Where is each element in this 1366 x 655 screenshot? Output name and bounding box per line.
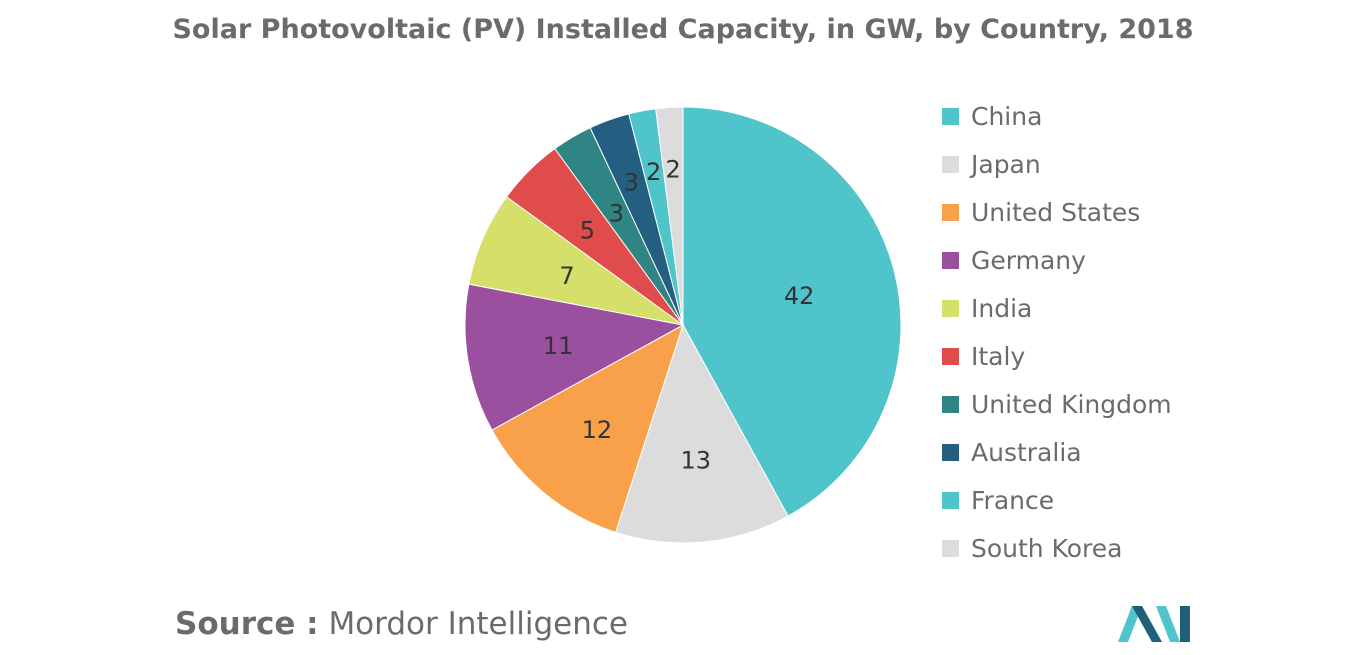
- data-label-italy: 5: [580, 216, 595, 244]
- legend-item-australia: Australia: [942, 428, 1172, 476]
- legend-item-france: France: [942, 476, 1172, 524]
- legend-swatch: [942, 539, 959, 557]
- logo-far-right-shape: [1180, 606, 1190, 642]
- legend-swatch: [942, 107, 959, 125]
- pie-slice-japan: [615, 323, 789, 544]
- legend-swatch: [942, 491, 959, 509]
- logo-left-shape: [1118, 606, 1142, 642]
- source-label: Source :: [175, 606, 319, 642]
- legend-swatch: [942, 155, 959, 173]
- logo-right-shape: [1156, 606, 1180, 642]
- legend: China Japan United States Germany India Italy…: [942, 92, 1172, 572]
- legend-label: China: [971, 101, 1043, 131]
- legend-label: South Korea: [971, 533, 1123, 563]
- legend-item-united-states: United States: [942, 188, 1172, 236]
- chart-title: Solar Photovoltaic (PV) Installed Capaci…: [172, 14, 1194, 45]
- legend-label: United Kingdom: [971, 389, 1172, 419]
- data-label-united-kingdom: 3: [609, 199, 624, 227]
- legend-item-india: India: [942, 284, 1172, 332]
- data-label-china: 42: [784, 282, 815, 310]
- legend-item-united-kingdom: United Kingdom: [942, 380, 1172, 428]
- legend-swatch: [942, 203, 959, 221]
- legend-swatch: [942, 299, 959, 317]
- data-label-australia: 3: [624, 168, 639, 196]
- data-label-germany: 11: [543, 332, 574, 360]
- pie-slice-south-korea: [655, 106, 684, 326]
- data-label-france: 2: [646, 158, 661, 186]
- legend-label: India: [971, 293, 1033, 323]
- data-label-south-korea: 2: [666, 155, 681, 183]
- source-text: Mordor Intelligence: [328, 606, 628, 642]
- legend-label: Germany: [971, 245, 1086, 275]
- source-note: Source : Mordor Intelligence: [175, 606, 628, 642]
- legend-swatch: [942, 395, 959, 413]
- legend-label: Japan: [971, 149, 1041, 179]
- logo-mid-shape: [1132, 606, 1162, 642]
- legend-label: Italy: [971, 341, 1026, 371]
- legend-swatch: [942, 443, 959, 461]
- legend-item-italy: Italy: [942, 332, 1172, 380]
- legend-label: Australia: [971, 437, 1082, 467]
- mordor-intelligence-logo: [1118, 606, 1190, 642]
- data-label-japan: 13: [680, 447, 711, 475]
- legend-item-germany: Germany: [942, 236, 1172, 284]
- legend-label: France: [971, 485, 1055, 515]
- legend-item-japan: Japan: [942, 140, 1172, 188]
- legend-swatch: [942, 347, 959, 365]
- legend-item-china: China: [942, 92, 1172, 140]
- legend-item-south-korea: South Korea: [942, 524, 1172, 572]
- pie-slice-united-states: [491, 323, 684, 533]
- legend-swatch: [942, 251, 959, 269]
- data-label-united-states: 12: [582, 416, 613, 444]
- pie-slice-germany: [464, 283, 685, 431]
- legend-label: United States: [971, 197, 1141, 227]
- pie-slice-china: [682, 106, 902, 517]
- data-label-india: 7: [559, 262, 574, 290]
